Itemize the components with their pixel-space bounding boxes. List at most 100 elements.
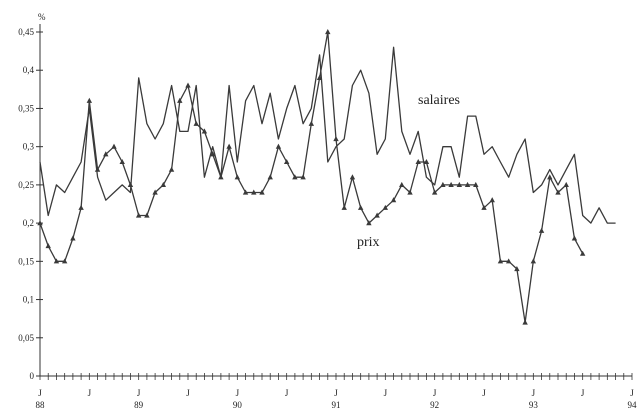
x-year-label: 91: [332, 400, 341, 410]
data-point-prix: [390, 197, 397, 203]
data-point-prix: [366, 220, 372, 226]
x-tick-label: J: [285, 388, 289, 398]
data-point-prix: [497, 258, 504, 264]
x-year-label: 88: [36, 400, 46, 410]
data-point-prix: [193, 120, 199, 126]
data-point-prix: [45, 243, 51, 249]
data-point-prix: [415, 158, 421, 165]
data-point-prix: [160, 181, 167, 187]
data-point-prix: [119, 158, 125, 165]
y-tick-label: 0,1: [23, 295, 34, 305]
x-tick-label: J: [581, 388, 585, 398]
data-point-prix: [144, 212, 150, 218]
data-point-prix: [464, 181, 471, 187]
y-tick-label: 0,2: [23, 218, 34, 228]
data-point-prix: [522, 319, 528, 325]
data-point-prix: [127, 181, 134, 187]
x-tick-label: J: [482, 388, 486, 398]
data-point-prix: [431, 189, 438, 195]
y-tick-label: 0,4: [23, 65, 35, 75]
x-tick-label: J: [38, 388, 42, 398]
data-point-prix: [177, 97, 183, 103]
data-point-prix: [489, 197, 495, 203]
data-point-prix: [333, 136, 339, 142]
data-point-prix: [448, 181, 454, 187]
labels-layer: % 0 0,05 0,1 0,15 0,2 0,25 0,3 0,35 0,4 0,45 J 88 J J…: [18, 12, 637, 410]
y-tick-label: 0,3: [23, 142, 35, 152]
data-point-prix: [530, 258, 537, 264]
data-point-prix: [579, 250, 586, 256]
data-point-prix: [300, 174, 306, 180]
series-layer: [37, 29, 616, 325]
data-point-prix: [259, 189, 265, 195]
data-point-prix: [185, 82, 191, 88]
data-point-prix: [86, 97, 93, 103]
data-point-prix: [374, 212, 380, 218]
data-point-prix: [209, 151, 216, 157]
y-tick-label: 0,25: [18, 180, 34, 190]
data-point-prix: [399, 181, 405, 187]
y-unit-label: %: [38, 12, 46, 22]
x-year-label: 92: [430, 400, 439, 410]
data-point-prix: [226, 143, 232, 149]
data-point-prix: [70, 235, 76, 241]
x-year-label: 89: [134, 400, 144, 410]
data-point-prix: [201, 128, 208, 134]
data-point-prix: [563, 181, 569, 187]
data-point-prix: [382, 204, 389, 210]
data-point-prix: [341, 204, 347, 210]
y-tick-label: 0,45: [18, 27, 34, 37]
data-point-prix: [78, 204, 84, 210]
data-point-prix: [251, 189, 257, 195]
data-point-prix: [292, 174, 298, 180]
data-point-prix: [407, 189, 413, 195]
data-point-prix: [61, 258, 68, 264]
x-year-label: 94: [628, 400, 638, 410]
data-point-prix: [423, 158, 430, 165]
data-point-prix: [37, 220, 43, 226]
data-point-prix: [481, 204, 487, 210]
data-point-prix: [456, 181, 463, 187]
data-point-prix: [308, 120, 315, 126]
data-point-prix: [325, 29, 331, 35]
series-line-prix: [39, 31, 584, 324]
data-point-prix: [473, 181, 479, 187]
axes: [36, 24, 633, 380]
data-point-prix: [135, 212, 142, 218]
data-point-prix: [514, 265, 520, 272]
y-tick-label: 0: [30, 371, 35, 381]
data-point-prix: [53, 258, 60, 264]
x-tick-label: J: [334, 388, 338, 398]
series-line-salaires: [39, 46, 616, 224]
data-point-prix: [505, 258, 512, 264]
x-tick-label: J: [630, 388, 634, 398]
data-point-prix: [94, 166, 101, 172]
data-point-prix: [555, 189, 561, 195]
data-point-prix: [571, 235, 578, 241]
data-point-prix: [242, 189, 249, 195]
y-tick-label: 0,35: [18, 103, 34, 113]
x-tick-label: J: [433, 388, 437, 398]
data-point-prix: [234, 174, 241, 180]
data-point-prix: [275, 143, 282, 149]
data-point-prix: [283, 158, 290, 165]
data-point-prix: [111, 143, 117, 149]
x-tick-label: J: [532, 388, 536, 398]
data-point-prix: [316, 74, 323, 80]
y-tick-label: 0,15: [18, 256, 34, 266]
data-point-prix: [267, 174, 273, 180]
data-point-prix: [218, 174, 224, 180]
x-year-label: 90: [233, 400, 243, 410]
x-tick-label: J: [384, 388, 388, 398]
x-tick-label: J: [236, 388, 240, 398]
data-point-prix: [168, 166, 175, 172]
data-point-prix: [538, 227, 545, 233]
data-point-prix: [349, 174, 356, 180]
data-point-prix: [547, 174, 553, 180]
data-point-prix: [357, 204, 364, 210]
x-tick-label: J: [186, 388, 190, 398]
data-point-prix: [440, 181, 446, 187]
x-tick-label: J: [137, 388, 141, 398]
data-point-prix: [152, 189, 158, 195]
